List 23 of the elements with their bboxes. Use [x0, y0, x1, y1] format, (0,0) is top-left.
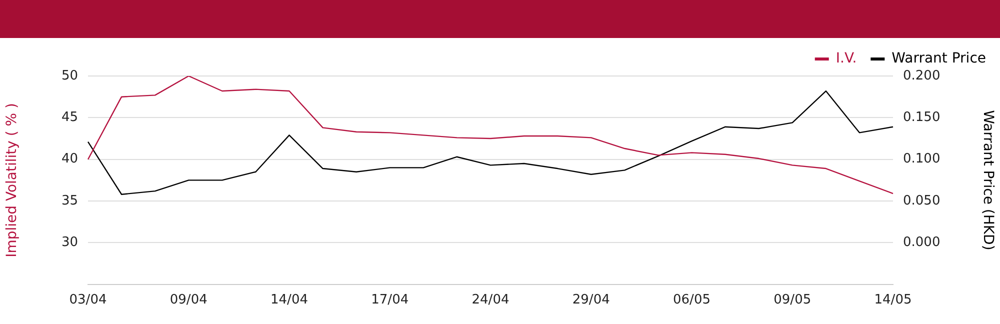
y-tick-label: 35 — [61, 193, 78, 208]
y2-tick-label: 0.100 — [903, 152, 940, 167]
y-axis-title: Implied Volatility ( % ) — [4, 102, 20, 258]
x-tick-label: 24/04 — [472, 292, 510, 308]
y2-axis-title: Warrant Price (HKD) — [980, 110, 996, 250]
x-tick-label: 14/04 — [270, 292, 308, 308]
y2-tick-label: 0.050 — [903, 193, 940, 208]
x-tick-label: 03/04 — [69, 292, 107, 308]
y2-tick-label: 0.000 — [903, 235, 940, 250]
x-tick-label: 17/04 — [371, 292, 409, 308]
x-tick-label: 14/05 — [874, 292, 912, 308]
x-tick-label: 06/05 — [673, 292, 710, 308]
legend-label: I.V. — [836, 50, 857, 67]
y-tick-label: 40 — [61, 152, 78, 167]
legend-label: Warrant Price — [892, 50, 986, 67]
y-tick-label: 45 — [61, 110, 78, 126]
x-tick-label: 09/04 — [170, 292, 208, 308]
x-tick-label: 29/04 — [572, 292, 610, 308]
y2-tick-label: 0.150 — [903, 110, 940, 126]
y-tick-label: 30 — [61, 235, 78, 250]
y2-tick-label: 0.200 — [903, 68, 940, 84]
x-tick-label: 09/05 — [774, 292, 812, 308]
y-tick-label: 50 — [61, 68, 78, 84]
